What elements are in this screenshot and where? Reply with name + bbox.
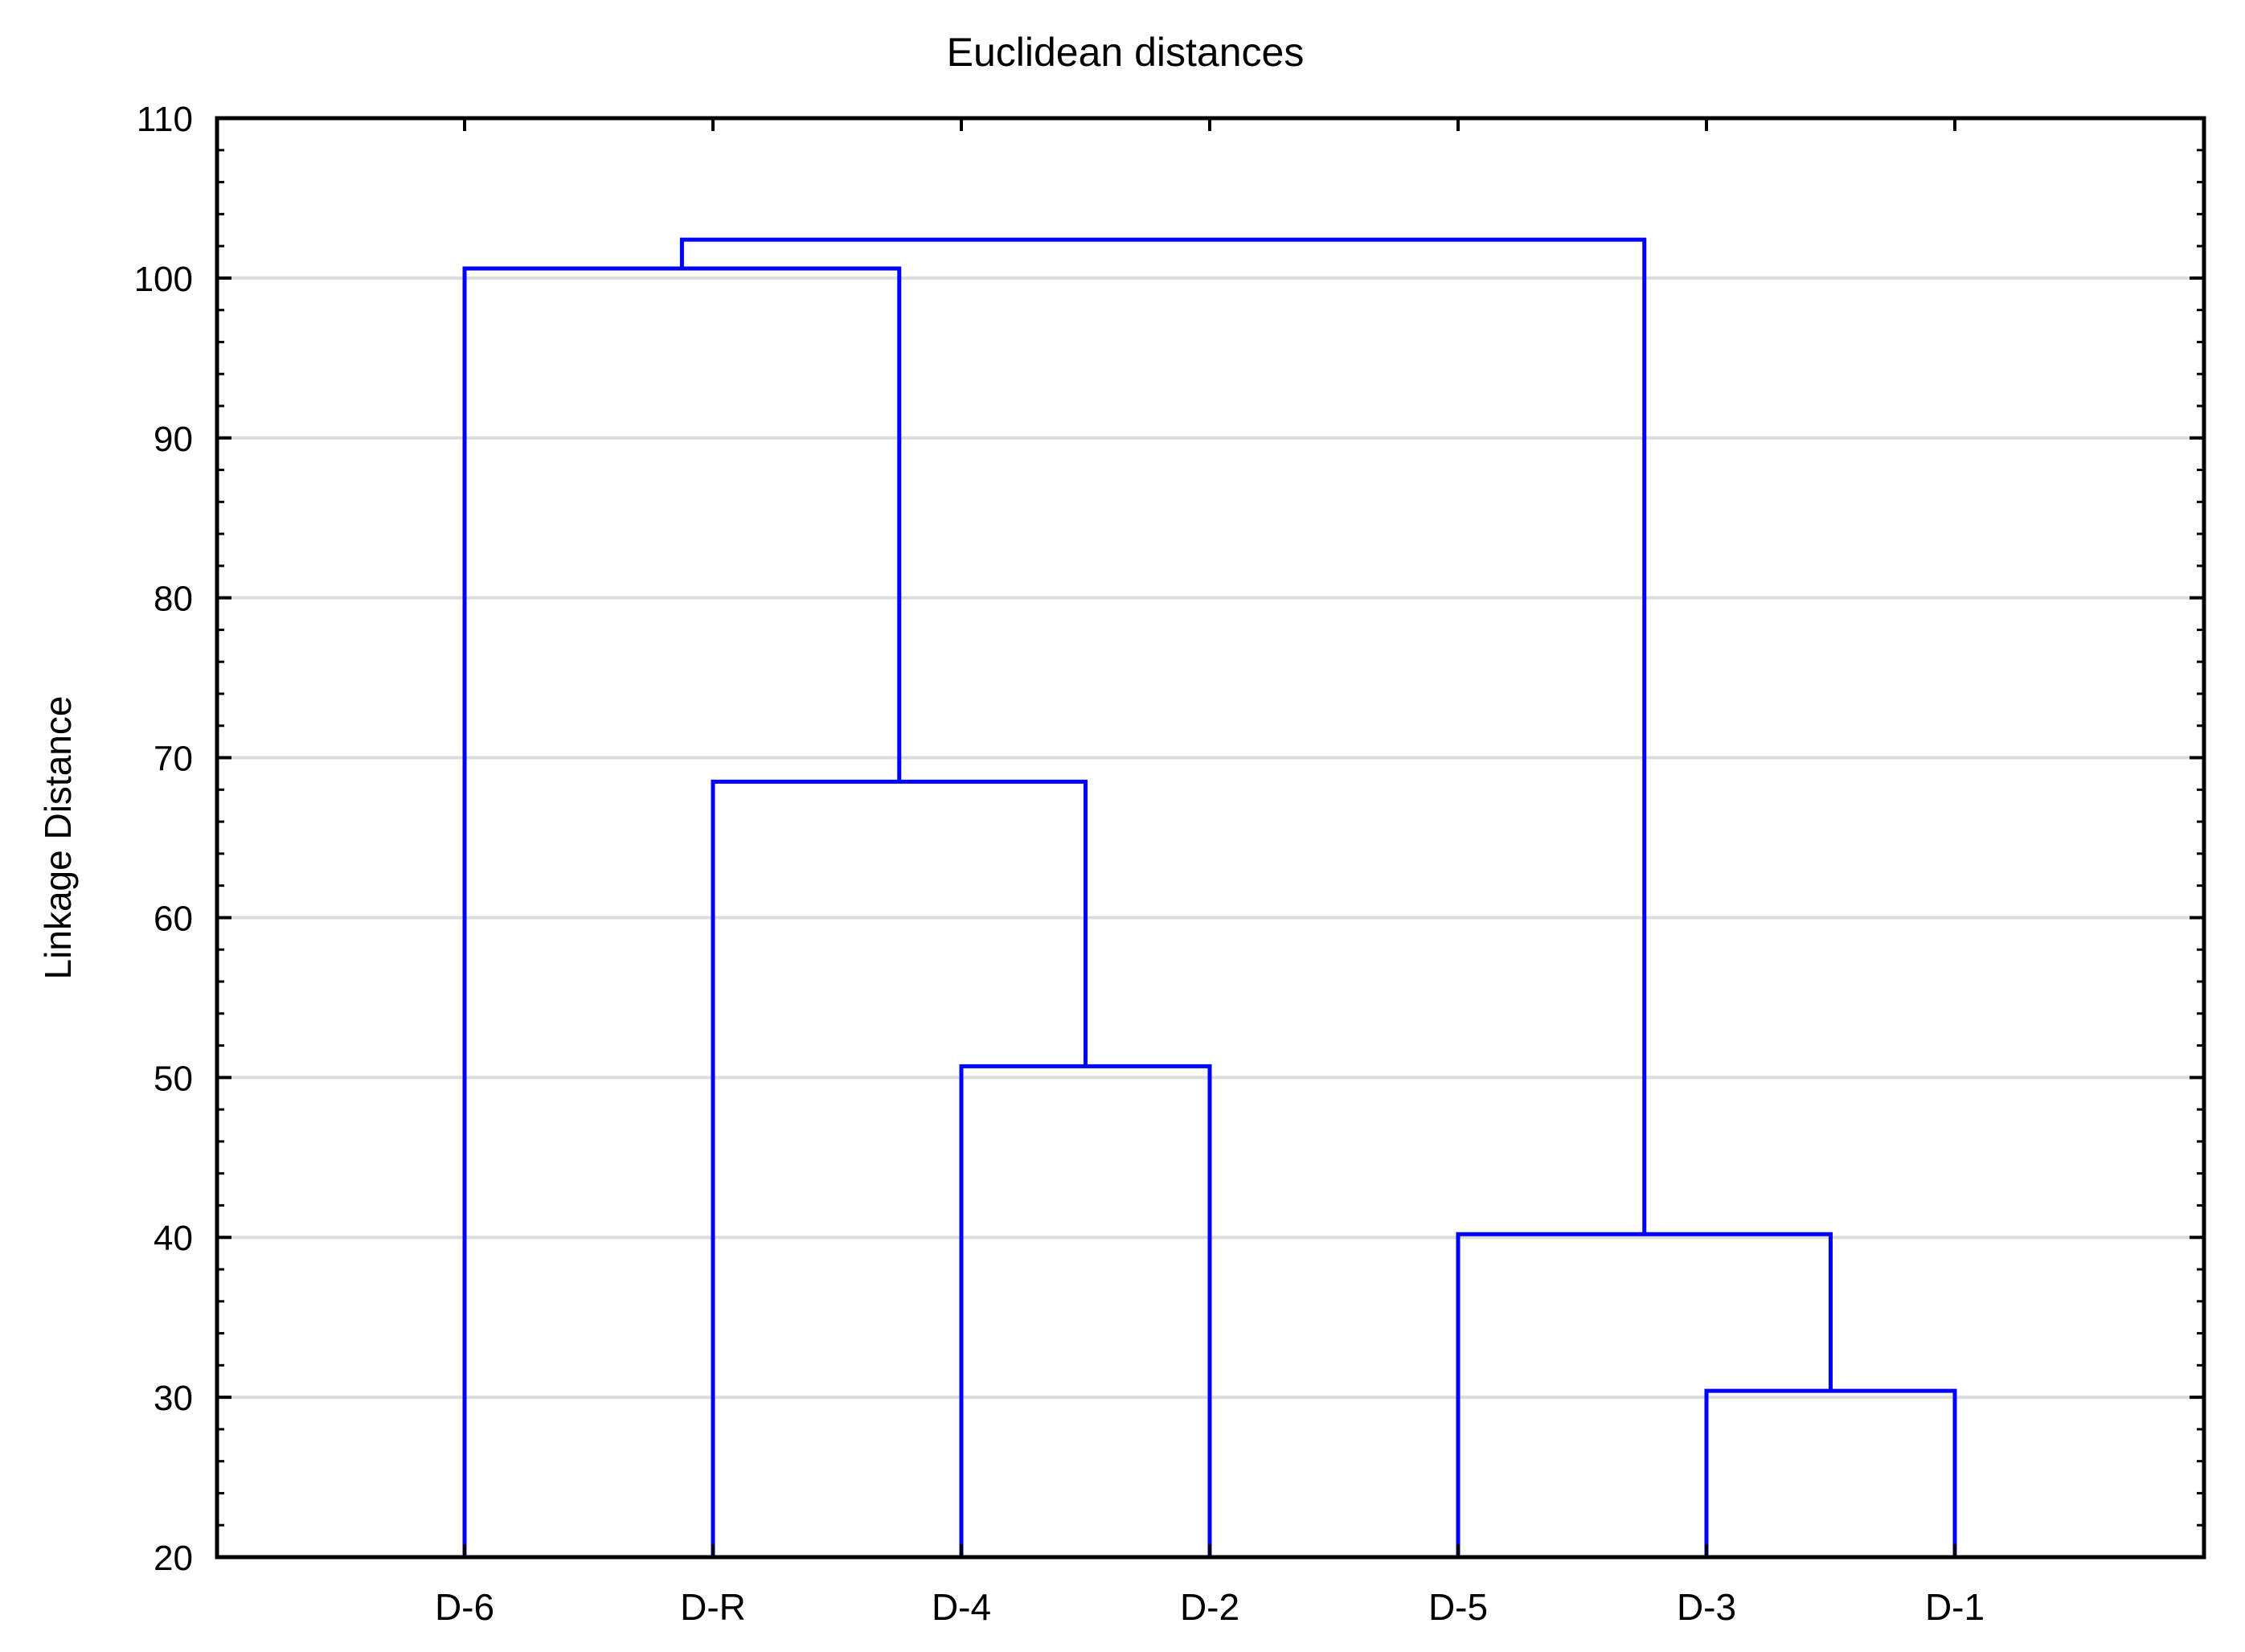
- merge-link-6: [679, 237, 1647, 1235]
- leaf-label-D-4: D-4: [932, 1586, 991, 1628]
- y-tick-label: 60: [154, 899, 193, 938]
- leaf-label-D-3: D-3: [1677, 1586, 1736, 1628]
- leaf-label-D-1: D-1: [1925, 1586, 1985, 1628]
- y-tick-label: 30: [154, 1379, 193, 1418]
- y-tick-label: 20: [154, 1539, 193, 1578]
- y-tick-label: 70: [154, 740, 193, 779]
- leaf-label-D-6: D-6: [435, 1586, 494, 1628]
- y-tick-label: 90: [154, 420, 193, 459]
- leaf-label-D-5: D-5: [1428, 1586, 1488, 1628]
- y-tick-label: 80: [154, 580, 193, 619]
- axis-ticks: 20 30 40 50 60 70 80 90 100 110 D-6 D-R D-4 D-2 D-5 D-3…: [134, 100, 2204, 1628]
- y-tick-label: 100: [134, 260, 193, 299]
- y-tick-label: 40: [154, 1219, 193, 1258]
- dendrogram-links: [462, 237, 1957, 1557]
- leaf-label-D-2: D-2: [1180, 1586, 1239, 1628]
- merge-link-1: [959, 1064, 1212, 1557]
- merge-link-4: [1704, 1388, 1957, 1557]
- merge-link-3: [462, 266, 902, 1557]
- merge-link-2: [711, 779, 1088, 1557]
- y-tick-label: 50: [154, 1059, 193, 1098]
- chart-title: Euclidean distances: [947, 30, 1305, 75]
- y-axis-title: Linkage Distance: [37, 696, 79, 980]
- y-tick-label: 110: [137, 100, 193, 139]
- leaf-label-D-R: D-R: [680, 1586, 746, 1628]
